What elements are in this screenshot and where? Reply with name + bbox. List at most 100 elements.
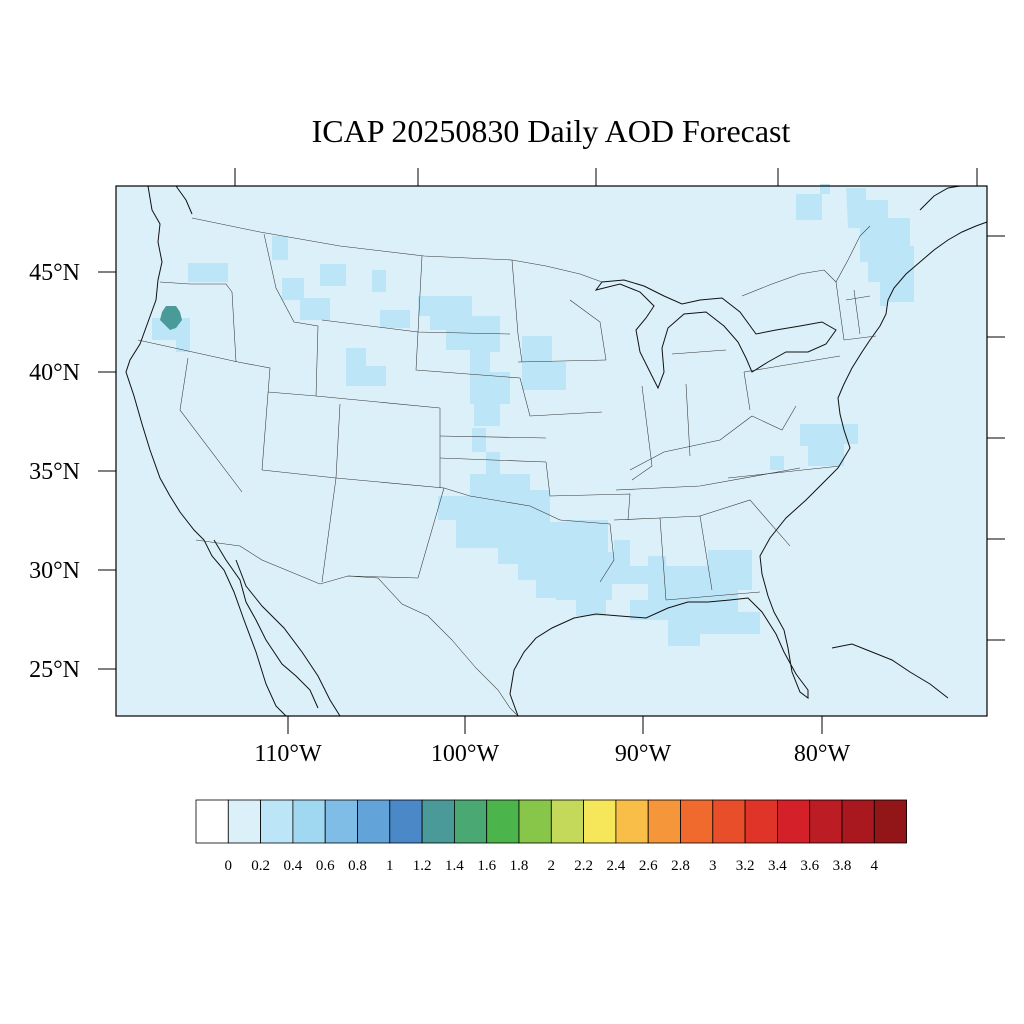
colorbar-swatch bbox=[873, 799, 907, 844]
wa-or-border bbox=[159, 281, 233, 293]
ca-nv-diagonal bbox=[179, 357, 243, 493]
ga-fl bbox=[665, 591, 761, 601]
colorbar-label: 2.2 bbox=[574, 858, 593, 874]
ky-oh bbox=[629, 415, 753, 471]
colorbar-label: 1.8 bbox=[510, 858, 529, 874]
pacific-coast bbox=[125, 185, 287, 717]
us-canada-border-east bbox=[741, 225, 871, 297]
state-borders bbox=[137, 217, 877, 717]
colorbar-label: 3.8 bbox=[833, 858, 852, 874]
wy-co bbox=[315, 395, 441, 409]
colorbar-label: 2 bbox=[548, 858, 556, 874]
aod-region-gulf-coast bbox=[630, 550, 760, 646]
colorbar-swatch bbox=[615, 799, 649, 844]
map-title: ICAP 20250830 Daily AOD Forecast bbox=[312, 113, 791, 149]
colorbar-swatch bbox=[260, 799, 294, 844]
colorbar-label: 3 bbox=[709, 858, 717, 874]
colorbar-swatch bbox=[647, 799, 681, 844]
mn-west bbox=[511, 259, 523, 363]
mi-border bbox=[671, 349, 727, 355]
aod-region-montana-5 bbox=[380, 310, 410, 328]
aod-region-iowa bbox=[522, 336, 566, 390]
aod-region-montana-2 bbox=[320, 264, 346, 286]
colorbar-swatch bbox=[453, 799, 488, 844]
colorbar-swatch bbox=[518, 799, 552, 844]
aod-region-kansas bbox=[472, 428, 486, 452]
colorbar-swatch bbox=[712, 799, 746, 844]
ar-la bbox=[559, 519, 615, 583]
lat-label: 35°N bbox=[29, 459, 80, 485]
wi-mn bbox=[569, 299, 607, 361]
aod-region-dakotas bbox=[418, 296, 500, 372]
colorbar-swatch bbox=[357, 799, 391, 844]
baja-gulf-coast bbox=[213, 539, 319, 709]
colorbar-swatch bbox=[486, 799, 520, 844]
lat-label: 25°N bbox=[29, 657, 80, 683]
colorbar-label: 3.4 bbox=[768, 858, 787, 874]
aod-region-new-england bbox=[846, 188, 914, 306]
map-frame bbox=[115, 185, 988, 717]
colorbar-label: 0.6 bbox=[316, 858, 335, 874]
bottom-ticks bbox=[287, 716, 823, 734]
mt-wy bbox=[321, 319, 521, 379]
colorbar-label: 2.8 bbox=[671, 858, 690, 874]
aod-region-montana-4 bbox=[300, 298, 330, 320]
colorbar-swatch bbox=[809, 799, 843, 844]
labrador-coast bbox=[919, 185, 961, 211]
lon-label: 110°W bbox=[254, 741, 322, 767]
colorbar-label: 3.6 bbox=[800, 858, 819, 874]
mexico-west-coast bbox=[235, 559, 341, 717]
il-in bbox=[631, 385, 653, 481]
mo-ar bbox=[545, 461, 631, 521]
aod-region-montana-1 bbox=[282, 278, 304, 300]
colorbar bbox=[195, 799, 907, 844]
aod-region-wyoming bbox=[346, 348, 386, 386]
aod-region-oregon-smoke bbox=[160, 306, 182, 330]
right-ticks bbox=[987, 235, 1005, 641]
aod-region-oklahoma-texas bbox=[438, 452, 648, 616]
ut-az bbox=[261, 469, 337, 479]
atlantic-coast bbox=[759, 221, 988, 597]
colorbar-swatch bbox=[195, 799, 229, 844]
ks-ok bbox=[439, 457, 547, 463]
map-background bbox=[116, 186, 987, 716]
aod-region-montana-3 bbox=[372, 270, 386, 292]
us-mexico-border bbox=[195, 539, 519, 717]
new-england-lines bbox=[835, 281, 877, 341]
ok-tx bbox=[443, 487, 561, 521]
us-canada-border bbox=[191, 217, 603, 283]
lon-label: 100°W bbox=[431, 741, 500, 767]
colorbar-swatch bbox=[744, 799, 778, 844]
aod-region-quebec-spot bbox=[796, 194, 822, 220]
nm-tx bbox=[335, 477, 445, 579]
or-ca-border bbox=[137, 339, 239, 363]
colorbar-labels: 0 0.2 0.4 0.6 0.8 1 1.2 1.4 1.6 1.8 2 2.2 2.4 2.6 2.8 3… bbox=[225, 858, 879, 874]
colorbar-swatch bbox=[324, 799, 358, 844]
colorbar-label: 1.2 bbox=[413, 858, 432, 874]
colorbar-label: 0.4 bbox=[284, 858, 303, 874]
aod-region-washington bbox=[188, 263, 228, 282]
lat-label: 30°N bbox=[29, 558, 80, 584]
ut-co bbox=[335, 403, 341, 479]
colorbar-swatch bbox=[292, 799, 326, 844]
ga-sc bbox=[699, 499, 791, 547]
aod-region-north-carolina bbox=[800, 424, 858, 466]
pa-ny bbox=[743, 355, 841, 373]
colorbar-label: 1.4 bbox=[445, 858, 464, 874]
aod-light-regions bbox=[152, 184, 914, 646]
coastlines bbox=[125, 185, 988, 717]
colorbar-swatch bbox=[421, 799, 455, 844]
lat-label: 45°N bbox=[29, 260, 80, 286]
colorbar-swatch bbox=[227, 799, 262, 844]
lat-label: 40°N bbox=[29, 360, 80, 386]
nd-sd bbox=[417, 255, 511, 335]
colorbar-label: 0.8 bbox=[348, 858, 367, 874]
lon-label: 90°W bbox=[615, 741, 672, 767]
colorbar-swatch bbox=[841, 799, 875, 844]
great-lakes bbox=[594, 279, 837, 390]
nv-ut bbox=[237, 361, 271, 471]
ia-mo bbox=[519, 377, 603, 417]
colorbar-label: 3.2 bbox=[736, 858, 755, 874]
aod-region-nebraska bbox=[470, 372, 510, 426]
colorbar-swatch bbox=[583, 799, 617, 844]
